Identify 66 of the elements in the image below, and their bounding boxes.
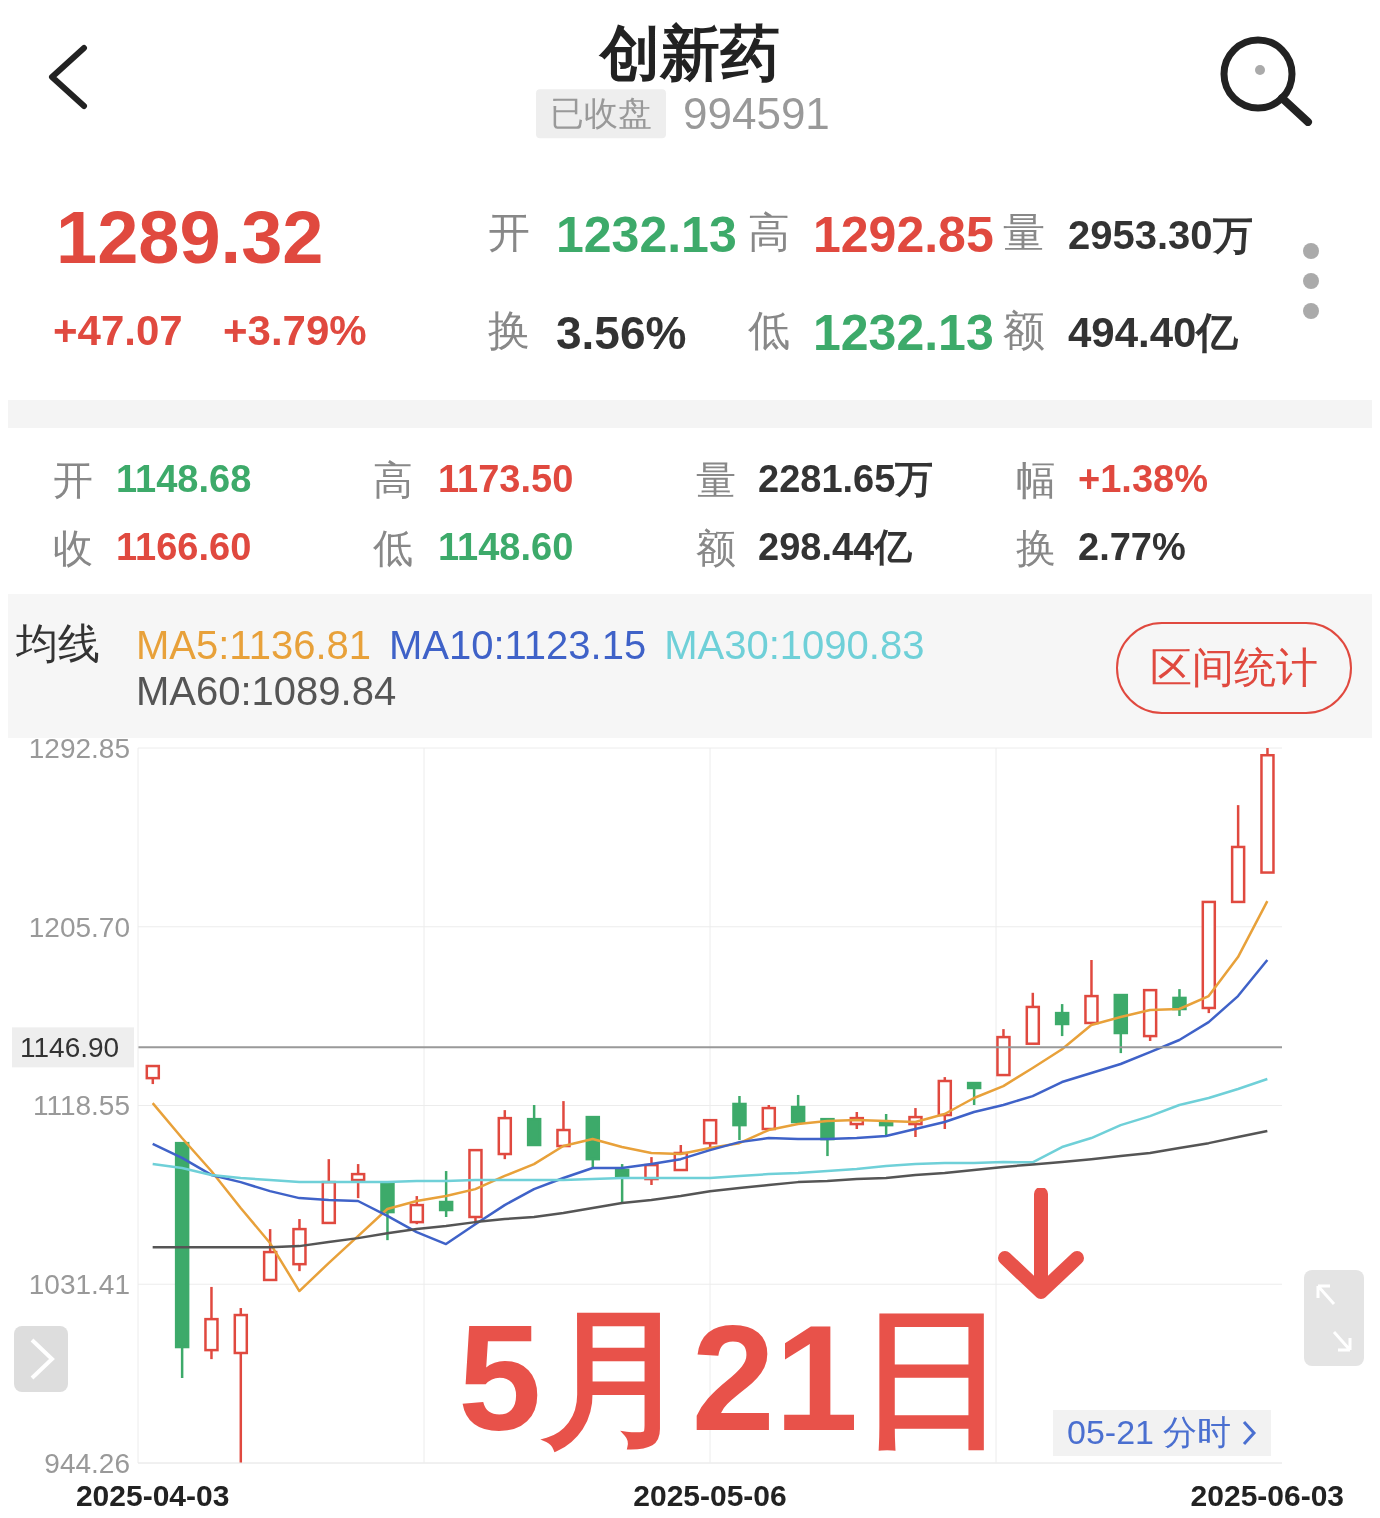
text: 收 [53,526,93,570]
chart-title: 创新药 [600,20,780,87]
candlestick [438,1169,454,1219]
text: MA5:1136.81 [136,622,371,668]
candlestick [556,1099,571,1148]
candlestick [350,1162,366,1200]
text: 换 [488,306,530,355]
text: 1289.32 [56,196,324,280]
annotation: 05-21 分时 [1067,1412,1232,1453]
text: MA10:1123.15 [388,622,647,668]
text: 1173.50 [438,458,574,501]
x-tick-label: 2025-05-06 [633,1479,787,1513]
text: 3.56% [556,306,687,359]
text: +47.07 [53,306,183,355]
y-tick-label: 944.26 [44,1447,130,1479]
line-series [151,899,1269,1293]
text: 额 [696,526,736,570]
text: 区间统计 [1116,622,1352,714]
text: 高 [748,208,790,257]
text: MA30:1090.83 [664,622,925,668]
text: 1166.60 [116,526,252,569]
text: +3.79% [223,306,367,355]
candlestick [732,1094,747,1142]
text: 量 [1003,208,1045,257]
text: 2953.30万 [1068,213,1253,257]
text: MA60:1089.84 [136,668,397,714]
line-series [151,958,1269,1246]
text: 1292.85 [813,206,994,263]
line-series [151,1077,1269,1184]
ref-line-label: 1146.90 [20,1032,120,1064]
y-tick-label: 1031.41 [28,1269,130,1301]
text: 开 [53,458,93,502]
y-tick-label: 1292.85 [28,732,130,764]
text: 1232.13 [813,304,994,361]
legend-title: 均线 [16,619,100,669]
x-tick-label: 2025-06-03 [1190,1479,1345,1513]
candlestick [1054,1002,1070,1038]
candlestick [409,1194,425,1226]
text: 1232.13 [556,206,737,263]
text: 幅 [1016,458,1056,502]
text: 量 [696,458,736,502]
text: 低 [748,306,790,355]
text: 额 [1003,306,1045,355]
y-tick-label: 1118.55 [32,1090,130,1122]
candlestick [761,1103,777,1131]
candlestick [145,1063,161,1086]
text: 1148.68 [116,458,252,501]
candlestick [790,1093,806,1124]
text: 低 [373,526,413,570]
text: 换 [1016,526,1056,570]
y-tick-label: 1205.70 [28,911,130,943]
text: 2.77% [1078,526,1186,569]
text: 高 [373,458,413,502]
annotation: 5月21日 [458,1293,1009,1462]
text: 已收盘 [536,89,666,139]
text: 开 [488,208,530,257]
text: 994591 [683,88,830,139]
text: 1148.60 [438,526,574,569]
text: 494.40亿 [1068,308,1239,357]
text: +1.38% [1078,458,1208,501]
candlestick [702,1118,718,1149]
candlestick [966,1081,982,1107]
line-series [151,1129,1269,1249]
x-tick-label: 2025-04-03 [75,1479,230,1513]
text: 2281.65万 [758,458,934,501]
text: 298.44亿 [758,526,913,569]
